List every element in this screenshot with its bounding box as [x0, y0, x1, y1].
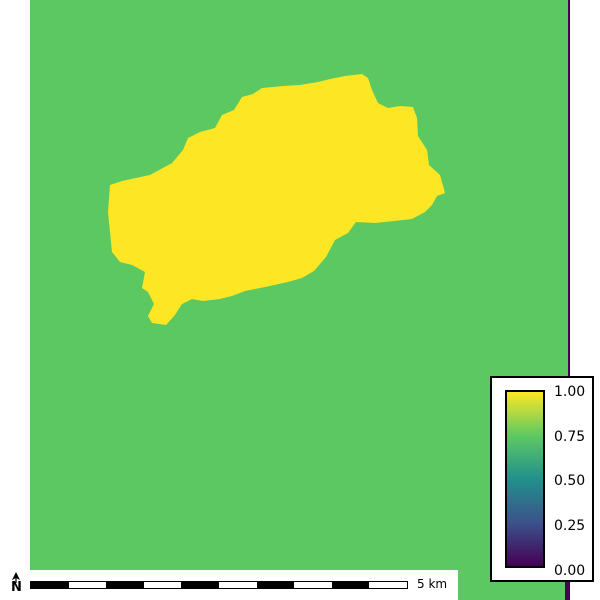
colorbar-tick-label: 0.50 [554, 473, 586, 489]
scale-bar-segment [181, 582, 219, 588]
scale-bar-label: 5 km [417, 577, 448, 591]
scale-bar-graphic [30, 581, 408, 589]
scale-bar-segment [294, 582, 332, 588]
colorbar-tick-label: 0.75 [554, 429, 586, 445]
colorbar-gradient [505, 390, 545, 568]
north-arrow-letter: N [11, 580, 22, 595]
north-arrow: N [8, 571, 24, 597]
scale-bar: 5 km [0, 570, 458, 600]
raster-edge-right [565, 582, 569, 600]
colorbar-legend: 1.00 0.75 0.50 0.25 0.00 [490, 376, 594, 582]
colorbar-tick-label: 0.00 [554, 563, 586, 579]
north-arrow-icon [12, 572, 20, 583]
scale-bar-segment [256, 582, 295, 588]
scale-bar-segment [106, 582, 144, 588]
scale-bar-segment [143, 582, 182, 588]
scale-bar-segment [218, 582, 257, 588]
catchment-area [108, 74, 445, 325]
colorbar-tick-label: 0.25 [554, 518, 586, 534]
scale-bar-segment [31, 582, 69, 588]
scale-bar-segment [68, 582, 107, 588]
colorbar-tick-label: 1.00 [554, 384, 586, 400]
scale-bar-segment [369, 582, 407, 588]
scale-bar-segment [331, 582, 370, 588]
